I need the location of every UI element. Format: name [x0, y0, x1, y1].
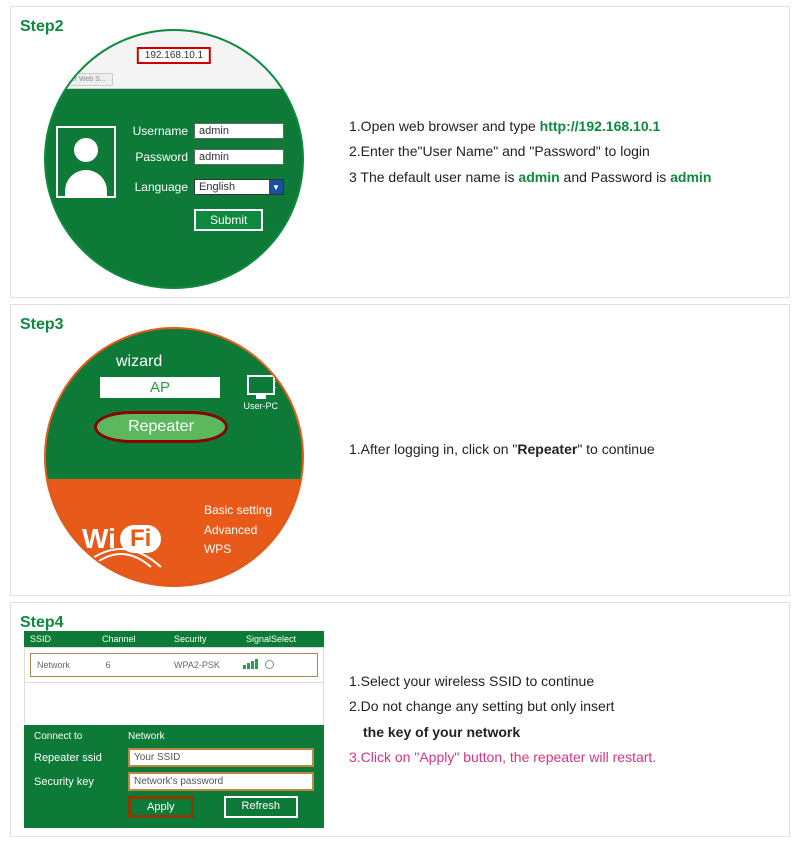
form-header: Connect to Network	[34, 731, 314, 742]
ssid-input[interactable]: Your SSID	[128, 748, 314, 767]
connect-form: Connect to Network Repeater ssid Your SS…	[24, 725, 324, 828]
menu-wps[interactable]: WPS	[204, 540, 272, 559]
browser-tab: eater Web S...	[54, 73, 113, 86]
repeater-button[interactable]: Repeater	[94, 411, 228, 443]
username-input[interactable]: admin	[194, 123, 284, 139]
header-security: Security	[174, 634, 246, 644]
row-signal	[243, 659, 312, 671]
language-label: Language	[126, 180, 188, 194]
apply-button[interactable]: Apply	[128, 796, 194, 818]
ap-button[interactable]: AP	[100, 377, 220, 398]
wifi-logo-icon: Wi Fi	[82, 523, 161, 555]
wizard-label: wizard	[116, 353, 162, 371]
password-label: Password	[126, 150, 188, 164]
ssid-label: Repeater ssid	[34, 752, 128, 764]
wizard-circle: wizard AP Repeater ··· User-PC Wi	[44, 327, 304, 587]
step3-title: Step3	[20, 316, 64, 334]
form-head-network: Network	[128, 731, 165, 742]
username-label: Username	[126, 124, 188, 138]
step2-instructions: 1.Open web browser and type http://192.1…	[349, 114, 781, 190]
step2-instr-2: 2.Enter the"User Name" and "Password" to…	[349, 139, 781, 164]
userpc-icon: ··· User-PC	[243, 375, 278, 411]
userpc-label: User-PC	[243, 401, 278, 411]
refresh-button[interactable]: Refresh	[224, 796, 299, 818]
language-value: English	[199, 181, 235, 193]
wifi-fi: Fi	[120, 525, 161, 553]
username-row: Username admin	[126, 123, 284, 139]
select-radio[interactable]	[265, 660, 274, 669]
signal-bars-icon	[243, 659, 258, 669]
key-input[interactable]: Network's password	[128, 772, 314, 791]
header-ssid: SSID	[30, 634, 102, 644]
row-ssid: Network	[37, 660, 106, 670]
avatar-icon	[56, 126, 116, 198]
submit-button[interactable]: Submit	[194, 209, 263, 231]
dropdown-arrow-icon: ▼	[269, 180, 283, 194]
step4-instr-3: 3.Click on "Apply" button, the repeater …	[349, 745, 781, 770]
url-box: 192.168.10.1	[137, 47, 211, 64]
step2-section: 192.168.10.1 eater Web S... Username adm…	[10, 6, 790, 298]
step4-instructions: 1.Select your wireless SSID to continue …	[349, 669, 781, 770]
network-table-header: SSID Channel Security SignalSelect	[24, 631, 324, 647]
step2-instr-3: 3 The default user name is admin and Pas…	[349, 165, 781, 190]
header-channel: Channel	[102, 634, 174, 644]
step2-instr-1: 1.Open web browser and type http://192.1…	[349, 114, 781, 139]
step3-illustration: wizard AP Repeater ··· User-PC Wi	[19, 313, 329, 587]
row-channel: 6	[106, 660, 175, 670]
menu-basic[interactable]: Basic setting	[204, 501, 272, 520]
login-circle: 192.168.10.1 eater Web S... Username adm…	[44, 29, 304, 289]
browser-bar: 192.168.10.1 eater Web S...	[46, 31, 302, 89]
step4-instr-1: 1.Select your wireless SSID to continue	[349, 669, 781, 694]
step4-illustration: SSID Channel Security SignalSelect Netwo…	[19, 611, 329, 828]
step3-instr-1: 1.After logging in, click on "Repeater" …	[349, 437, 781, 462]
wifi-menu: Basic setting Advanced WPS	[204, 501, 272, 559]
step4-section: SSID Channel Security SignalSelect Netwo…	[10, 602, 790, 837]
password-input[interactable]: admin	[194, 149, 284, 165]
step4-title: Step4	[20, 614, 64, 632]
network-row[interactable]: Network 6 WPA2-PSK	[30, 653, 318, 677]
network-panel: SSID Channel Security SignalSelect Netwo…	[24, 631, 324, 828]
row-security: WPA2-PSK	[174, 660, 243, 670]
language-row: Language English ▼	[126, 179, 284, 195]
step3-section: wizard AP Repeater ··· User-PC Wi	[10, 304, 790, 596]
key-label: Security key	[34, 776, 128, 788]
menu-advanced[interactable]: Advanced	[204, 521, 272, 540]
header-signal: SignalSelect	[246, 634, 318, 644]
step2-illustration: 192.168.10.1 eater Web S... Username adm…	[19, 15, 329, 289]
wifi-wi: Wi	[82, 523, 116, 555]
step4-instr-2b: the key of your network	[349, 720, 781, 745]
step4-instr-2a: 2.Do not change any setting but only ins…	[349, 694, 781, 719]
form-head-connect: Connect to	[34, 731, 128, 742]
step3-instructions: 1.After logging in, click on "Repeater" …	[349, 437, 781, 462]
password-row: Password admin	[126, 149, 284, 165]
language-select[interactable]: English ▼	[194, 179, 284, 195]
